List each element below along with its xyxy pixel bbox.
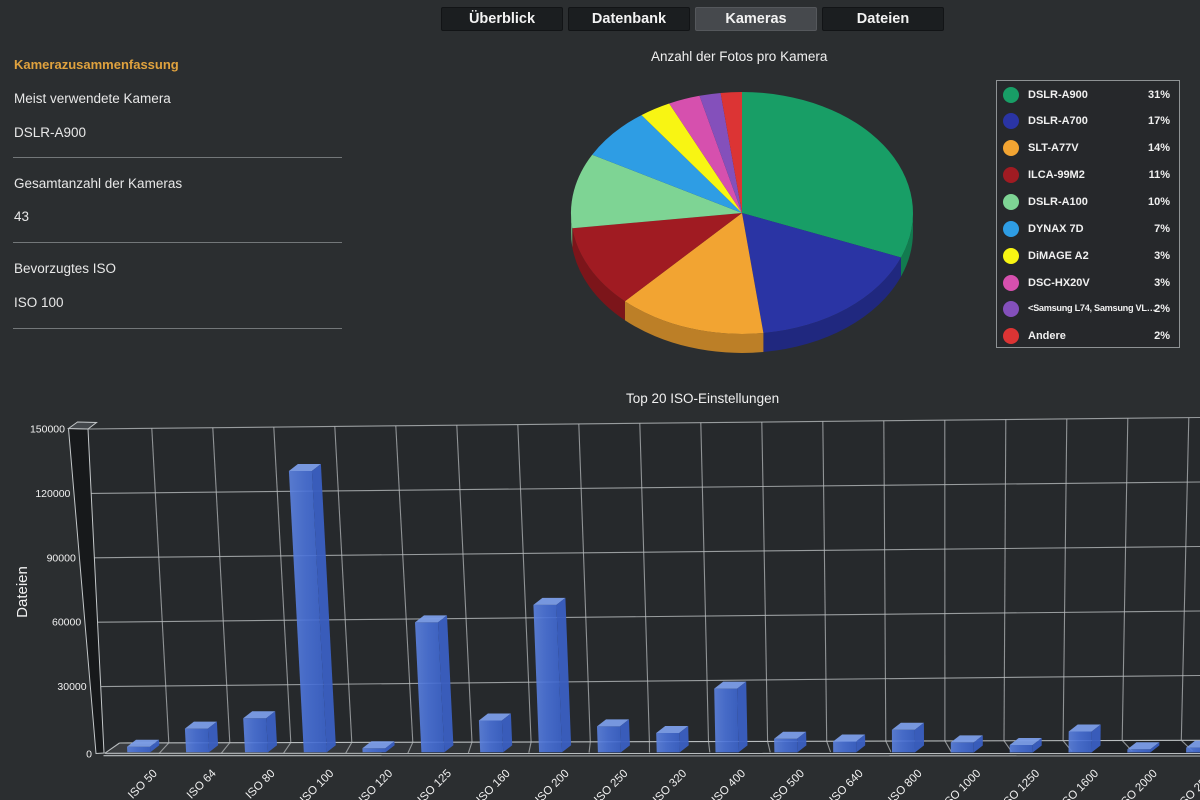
svg-text:ISO 80: ISO 80 — [244, 768, 278, 800]
svg-text:ISO 120: ISO 120 — [357, 768, 395, 800]
svg-text:ISO 400: ISO 400 — [710, 768, 748, 800]
svg-text:60000: 60000 — [52, 617, 81, 629]
svg-text:0: 0 — [86, 749, 92, 761]
svg-text:ISO 100: ISO 100 — [298, 768, 336, 800]
svg-text:ISO 1600: ISO 1600 — [1058, 768, 1101, 800]
svg-text:ISO 500: ISO 500 — [769, 768, 807, 800]
svg-text:ISO 2000: ISO 2000 — [1117, 768, 1160, 800]
svg-text:ISO 200: ISO 200 — [533, 768, 571, 800]
svg-text:ISO 160: ISO 160 — [474, 768, 512, 800]
svg-text:ISO 1000: ISO 1000 — [941, 768, 984, 800]
svg-text:120000: 120000 — [35, 488, 70, 500]
svg-text:ISO 640: ISO 640 — [827, 768, 865, 800]
svg-text:30000: 30000 — [57, 681, 86, 693]
svg-text:ISO 2500: ISO 2500 — [1176, 768, 1200, 800]
svg-text:ISO 800: ISO 800 — [886, 768, 924, 800]
svg-text:ISO 50: ISO 50 — [126, 768, 160, 800]
svg-text:ISO 64: ISO 64 — [185, 767, 219, 800]
svg-text:ISO 1250: ISO 1250 — [999, 768, 1042, 800]
svg-text:ISO 250: ISO 250 — [592, 768, 630, 800]
svg-text:90000: 90000 — [47, 552, 76, 564]
svg-text:ISO 125: ISO 125 — [416, 768, 454, 800]
svg-text:ISO 320: ISO 320 — [651, 768, 689, 800]
svg-text:Dateien: Dateien — [14, 566, 31, 618]
svg-text:150000: 150000 — [30, 424, 65, 436]
